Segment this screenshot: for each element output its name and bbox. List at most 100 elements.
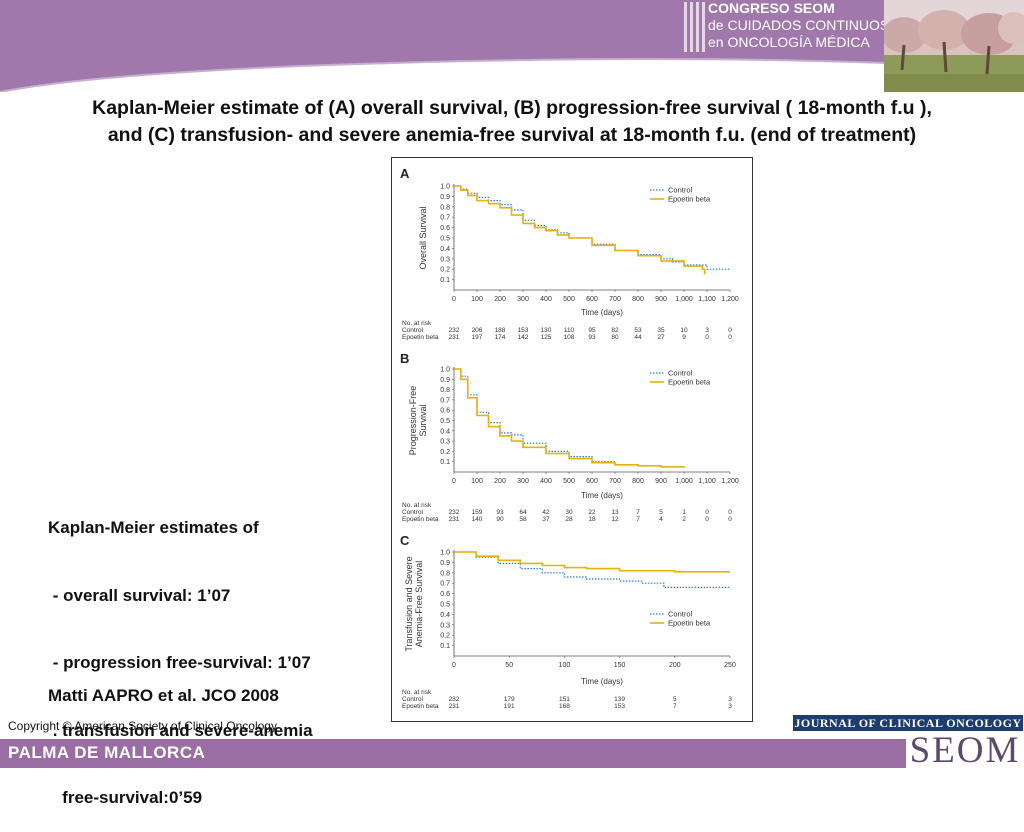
panel-c-ytick-label: 0.6 <box>440 591 450 598</box>
panel-a-xtick-label: 1,100 <box>698 296 716 303</box>
panel-b-at-risk-value: 0 <box>728 516 732 523</box>
panel-c-legend-label-control: Control <box>668 610 693 619</box>
panel-c-xtick-label: 250 <box>724 662 736 669</box>
panel-c-at-risk-value: 191 <box>504 703 515 710</box>
title-line-2: and (C) transfusion- and severe anemia-f… <box>107 124 917 146</box>
panel-b-ytick-label: 0.1 <box>440 459 450 466</box>
panel-b-ylabel: Progression-FreeSurvival <box>408 386 428 456</box>
panel-b-at-risk-value: 12 <box>611 516 619 523</box>
panel-b-at-risk-value: 58 <box>519 516 527 523</box>
panel-a-at-risk-value: 110 <box>564 327 575 334</box>
panel-c-at-risk-value: 151 <box>559 696 570 703</box>
panel-b-ytick-label: 0.9 <box>440 377 450 384</box>
panel-a-ytick-label: 0.4 <box>440 246 450 253</box>
kaplan-meier-figure: A 0.1 0.2 0.3 0.4 0.5 0.6 0.7 0.8 0.9 1.0 Overall S… <box>391 157 753 722</box>
panel-a-legend-label-control: Control <box>668 186 693 195</box>
panel-a-at-risk-value: 232 <box>449 327 460 334</box>
panel-b-at-risk-value: 18 <box>588 516 596 523</box>
reference-citation: Matti AAPRO et al. JCO 2008 <box>48 686 279 705</box>
panel-c-at-risk-value: 139 <box>614 696 625 703</box>
panel-b-series-epoetin-line <box>454 368 685 468</box>
panel-a-xtick-label: 900 <box>655 296 667 303</box>
landscape-photo-icon <box>884 0 1024 92</box>
panel-b-xtick-label: 400 <box>540 478 552 485</box>
panel-a-ytick-label: 0.3 <box>440 256 450 263</box>
panel-b-at-risk-value: 4 <box>659 516 663 523</box>
congress-line-2: de CUIDADOS CONTINUOS <box>708 17 890 33</box>
panel-b-ytick-label: 0.5 <box>440 418 450 425</box>
panel-a-ytick-label: 0.9 <box>440 194 450 201</box>
panel-b-at-risk-value: 7 <box>636 516 640 523</box>
panel-b-xlabel: Time (days) <box>581 491 623 500</box>
panel-b-xtick-label: 200 <box>494 478 506 485</box>
panel-b-at-risk-value: 42 <box>542 509 550 516</box>
panel-b-ytick-label: 0.3 <box>440 439 450 446</box>
header-band: CONGRESO SEOM de CUIDADOS CONTINUOS en O… <box>0 0 1024 92</box>
panel-b-xtick-label: 700 <box>609 478 621 485</box>
panel-b-at-risk-value: 0 <box>728 509 732 516</box>
panel-b-legend-label-epoetin: Epoetin beta <box>668 378 711 387</box>
panel-b-at-risk-row-name: Epoetin beta <box>402 516 439 523</box>
panel-a-ytick-label: 0.7 <box>440 215 450 222</box>
panel-c-at-risk-value: 5 <box>673 696 677 703</box>
panel-b-at-risk-value: 231 <box>449 516 460 523</box>
header-photo <box>884 0 1024 92</box>
panel-c-xtick-label: 200 <box>669 662 681 669</box>
panel-b-at-risk-value: 159 <box>472 509 483 516</box>
panel-b-at-risk-value: 140 <box>472 516 483 523</box>
panel-c-xtick-label: 50 <box>505 662 513 669</box>
panel-c-ytick-label: 0.3 <box>440 622 450 629</box>
summary-item-transfusion-cont: free-survival:0’59 <box>48 788 203 807</box>
panel-b-at-risk-value: 37 <box>542 516 550 523</box>
panel-a-at-risk-value: 93 <box>588 334 596 341</box>
seom-logo-text: SEOM <box>909 730 1021 771</box>
panel-c-ytick-label: 0.8 <box>440 570 450 577</box>
panel-a-at-risk-value: 142 <box>518 334 529 341</box>
congress-line-3: en ONCOLOGÍA MÉDICA <box>708 34 870 50</box>
congress-line-1: CONGRESO SEOM <box>708 0 835 16</box>
panel-a-at-risk-value: 108 <box>564 334 575 341</box>
journal-banner: JOURNAL OF CLINICAL ONCOLOGY <box>793 715 1023 731</box>
panel-b-xtick-label: 0 <box>452 478 456 485</box>
panel-b-at-risk-label: No. at risk <box>402 502 432 509</box>
panel-b-ytick-label: 1.0 <box>440 367 450 374</box>
panel-a-at-risk-value: 174 <box>495 334 506 341</box>
panel-b-at-risk-value: 13 <box>611 509 619 516</box>
panel-b-at-risk-value: 93 <box>496 509 504 516</box>
summary-block: Kaplan-Meier estimates of - overall surv… <box>48 472 313 832</box>
panel-b-at-risk-value: 22 <box>588 509 596 516</box>
panel-c-series-epoetin-line <box>454 551 730 573</box>
panel-b-at-risk-row-name: Control <box>402 509 424 516</box>
panel-a-at-risk-value: 0 <box>728 327 732 334</box>
slide-title: Kaplan-Meier estimate of (A) overall sur… <box>0 95 1024 149</box>
kaplan-meier-charts: A 0.1 0.2 0.3 0.4 0.5 0.6 0.7 0.8 0.9 1.0 Overall S… <box>400 166 739 710</box>
panel-c-xtick-label: 100 <box>559 662 571 669</box>
panel-c-ytick-label: 0.4 <box>440 612 450 619</box>
panel-b-at-risk-value: 30 <box>565 509 573 516</box>
panel-a-xtick-label: 300 <box>517 296 529 303</box>
panel-b-at-risk-value: 28 <box>565 516 573 523</box>
panel-a-at-risk-label: No. at risk <box>402 320 432 327</box>
panel-a-xtick-label: 100 <box>471 296 483 303</box>
panel-b-xtick-label: 1,200 <box>721 478 739 485</box>
panel-c-at-risk-value: 232 <box>449 696 460 703</box>
panel-a-xtick-label: 0 <box>452 296 456 303</box>
panel-a-at-risk-value: 125 <box>541 334 552 341</box>
panel-a-at-risk-row-name: Epoetin beta <box>402 334 439 341</box>
panel-a-at-risk-value: 82 <box>611 327 619 334</box>
panel-b-xtick-label: 800 <box>632 478 644 485</box>
panel-b-at-risk-value: 2 <box>682 516 686 523</box>
panel-b-xtick-label: 300 <box>517 478 529 485</box>
panel-a-at-risk-value: 9 <box>682 334 686 341</box>
summary-heading: Kaplan-Meier estimates of <box>48 518 259 537</box>
panel-a-ytick-label: 0.1 <box>440 277 450 284</box>
panel-c-at-risk-value: 153 <box>614 703 625 710</box>
panel-a-xtick-label: 1,000 <box>675 296 693 303</box>
panel-b-xtick-label: 1,100 <box>698 478 716 485</box>
congress-logo: CONGRESO SEOM de CUIDADOS CONTINUOS en O… <box>684 0 889 54</box>
header-band-shape <box>0 0 1024 92</box>
panel-a-at-risk-value: 0 <box>705 334 709 341</box>
panel-b-at-risk-value: 0 <box>705 516 709 523</box>
panel-a-at-risk-value: 3 <box>705 327 709 334</box>
panel-a-ylabel: Overall Survival <box>418 206 428 269</box>
